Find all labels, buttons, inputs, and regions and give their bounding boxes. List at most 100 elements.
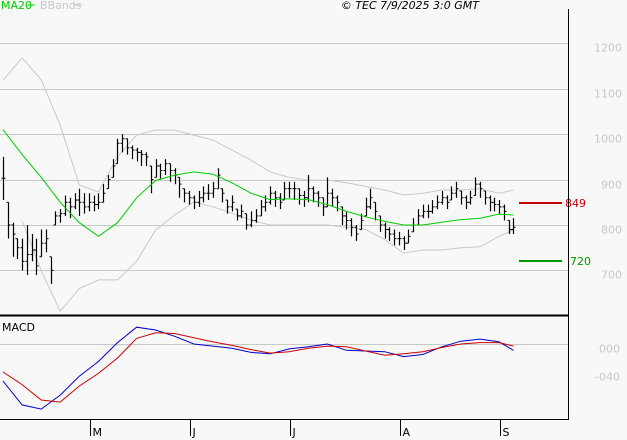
price-bar <box>282 181 287 201</box>
price-bar <box>511 218 516 235</box>
time-tick-label: M <box>93 426 103 439</box>
time-tick-label: J <box>292 426 296 439</box>
price-bar <box>507 219 512 235</box>
price-levels: 849 720 <box>519 197 591 268</box>
price-bar <box>225 199 230 214</box>
price-bar <box>20 238 25 271</box>
price-bar <box>211 181 216 198</box>
price-bar <box>402 236 407 250</box>
price-bar <box>454 181 459 198</box>
price-bar <box>459 190 464 205</box>
level-label: 849 <box>565 197 586 210</box>
price-bar <box>96 193 101 210</box>
price-bar <box>435 195 440 210</box>
price-bar <box>397 231 402 246</box>
price-bar <box>192 195 197 210</box>
price-bar <box>278 193 283 210</box>
price-bar <box>73 193 78 210</box>
bollinger-bands <box>2 57 514 313</box>
price-bar <box>440 190 445 205</box>
price-gridlines: 700 800 900 1000 1100 1200 <box>0 42 622 282</box>
macd-line <box>2 326 514 410</box>
price-bars <box>1 134 516 285</box>
price-bar <box>154 159 159 178</box>
macd-title: MACD <box>2 321 35 334</box>
price-bar <box>25 225 30 275</box>
price-bar <box>406 229 411 244</box>
price-bar <box>34 238 39 275</box>
price-bar <box>82 193 87 214</box>
price-bar <box>492 197 497 212</box>
price-bar <box>364 197 369 217</box>
price-bar <box>392 229 397 246</box>
price-tick-label: 900 <box>601 179 622 192</box>
price-bar <box>39 229 44 258</box>
price-bar <box>135 147 140 162</box>
price-bar <box>163 159 168 176</box>
price-bar <box>445 195 450 210</box>
price-bar <box>297 188 302 205</box>
price-bar <box>77 188 82 216</box>
price-bar <box>201 186 206 203</box>
price-bar <box>173 168 178 185</box>
price-bar <box>68 197 73 219</box>
price-bar <box>254 209 259 223</box>
price-bar <box>53 211 58 226</box>
price-bar <box>502 204 507 221</box>
chart-header: MA20 BBands © TEC 7/9/2025 3:0 GMT <box>1 0 480 12</box>
legend-ma20-label: MA20 <box>1 0 32 12</box>
price-tick-label: 1200 <box>594 42 622 55</box>
price-bar <box>368 188 373 210</box>
price-bar <box>287 181 292 198</box>
price-bar <box>378 215 383 232</box>
price-bar <box>182 188 187 203</box>
price-bar <box>149 165 154 194</box>
price-bar <box>292 181 297 201</box>
price-bar <box>259 200 264 217</box>
chart-frame <box>0 9 569 420</box>
price-bar <box>120 134 125 153</box>
price-bar <box>139 150 144 166</box>
price-bar <box>92 195 97 212</box>
price-bar <box>421 204 426 219</box>
price-bar <box>235 208 240 221</box>
macd-panel: MACD 000 -040 <box>0 321 620 410</box>
time-tick-label: J <box>192 426 196 439</box>
price-bar <box>473 177 478 196</box>
price-bar <box>49 256 54 285</box>
macd-signal-line <box>2 332 514 403</box>
price-bar <box>230 195 235 212</box>
price-tick-label: 1100 <box>594 88 622 101</box>
price-bar <box>30 234 35 262</box>
price-bar <box>306 175 311 203</box>
price-bar <box>115 138 120 165</box>
price-bar <box>106 175 111 190</box>
price-bar <box>430 200 435 214</box>
price-bar <box>15 238 20 260</box>
price-bar <box>63 195 68 216</box>
price-bar <box>321 197 326 216</box>
time-tick-label: S <box>503 426 510 439</box>
copyright-timestamp: © TEC 7/9/2025 3:0 GMT <box>341 0 480 12</box>
price-bar <box>449 186 454 201</box>
price-bar <box>497 200 502 214</box>
price-bar <box>111 159 116 178</box>
price-bar <box>187 190 192 205</box>
ma20-line <box>2 129 514 237</box>
price-bar <box>44 229 49 253</box>
price-bar <box>87 193 92 212</box>
bb-lower-line <box>21 201 514 313</box>
price-bar <box>11 222 16 257</box>
price-bar <box>383 222 388 239</box>
price-bar <box>359 213 364 231</box>
price-bar <box>168 163 173 182</box>
price-bar <box>177 176 182 198</box>
price-bar <box>478 181 483 198</box>
ma20-polyline <box>2 129 514 237</box>
price-bar <box>268 186 273 205</box>
price-bar <box>488 195 493 212</box>
legend-bbands-label: BBands <box>40 0 82 12</box>
time-tick-label: A <box>403 426 411 439</box>
price-bar <box>373 201 378 221</box>
